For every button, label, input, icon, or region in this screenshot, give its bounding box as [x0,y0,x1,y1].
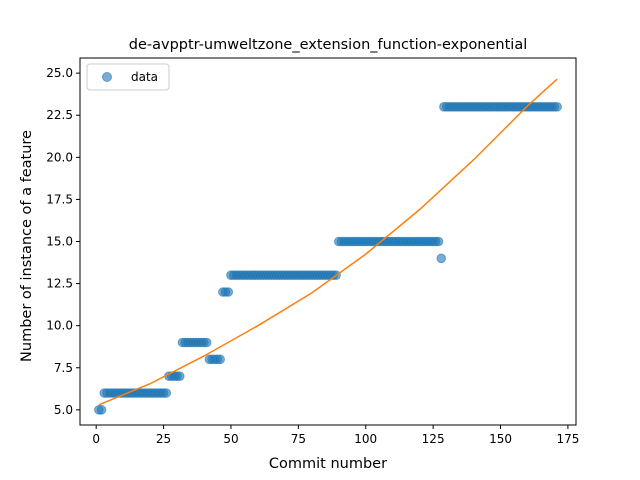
y-tick-label: 20.0 [46,150,73,164]
y-tick-label: 22.5 [46,108,73,122]
x-tick-label: 0 [92,432,100,446]
x-tick-label: 125 [422,432,445,446]
y-tick-label: 5.0 [54,403,73,417]
x-tick-label: 150 [489,432,512,446]
data-point [96,405,107,415]
data-point [215,354,225,365]
x-tick-label: 75 [291,432,306,446]
data-point [161,388,172,398]
legend-label-data: data [131,70,158,84]
data-point [552,102,562,112]
x-tick-label: 50 [223,432,238,446]
y-tick-label: 17.5 [46,192,73,206]
plot-area [94,78,562,415]
y-axis-title: Number of instance of a feature [19,130,35,362]
y-tick-label: 10.0 [46,319,73,333]
data-point [201,337,212,348]
chart-title: de-avpptr-umweltzone_extension_function-… [129,37,528,53]
x-tick-label: 100 [354,432,377,446]
x-axis-title: Commit number [269,456,387,472]
fit-line [98,78,558,406]
y-tick-label: 25.0 [46,66,73,80]
legend: data [86,63,170,91]
data-point [223,287,234,297]
data-point [174,371,185,381]
legend-frame [86,63,170,91]
y-tick-label: 15.0 [46,235,73,249]
data-point [436,253,447,264]
x-tick-label: 25 [156,432,171,446]
data-point [433,236,444,247]
y-tick-label: 12.5 [46,277,73,291]
legend-marker-data [102,72,112,82]
x-tick-label: 175 [556,432,579,446]
y-tick-label: 7.5 [54,361,73,375]
axes: 0 25 50 75 100 125 150 175 5.0 7.5 10.0 12.5 15.0 17.… [46,57,579,446]
axes-frame [79,57,577,426]
